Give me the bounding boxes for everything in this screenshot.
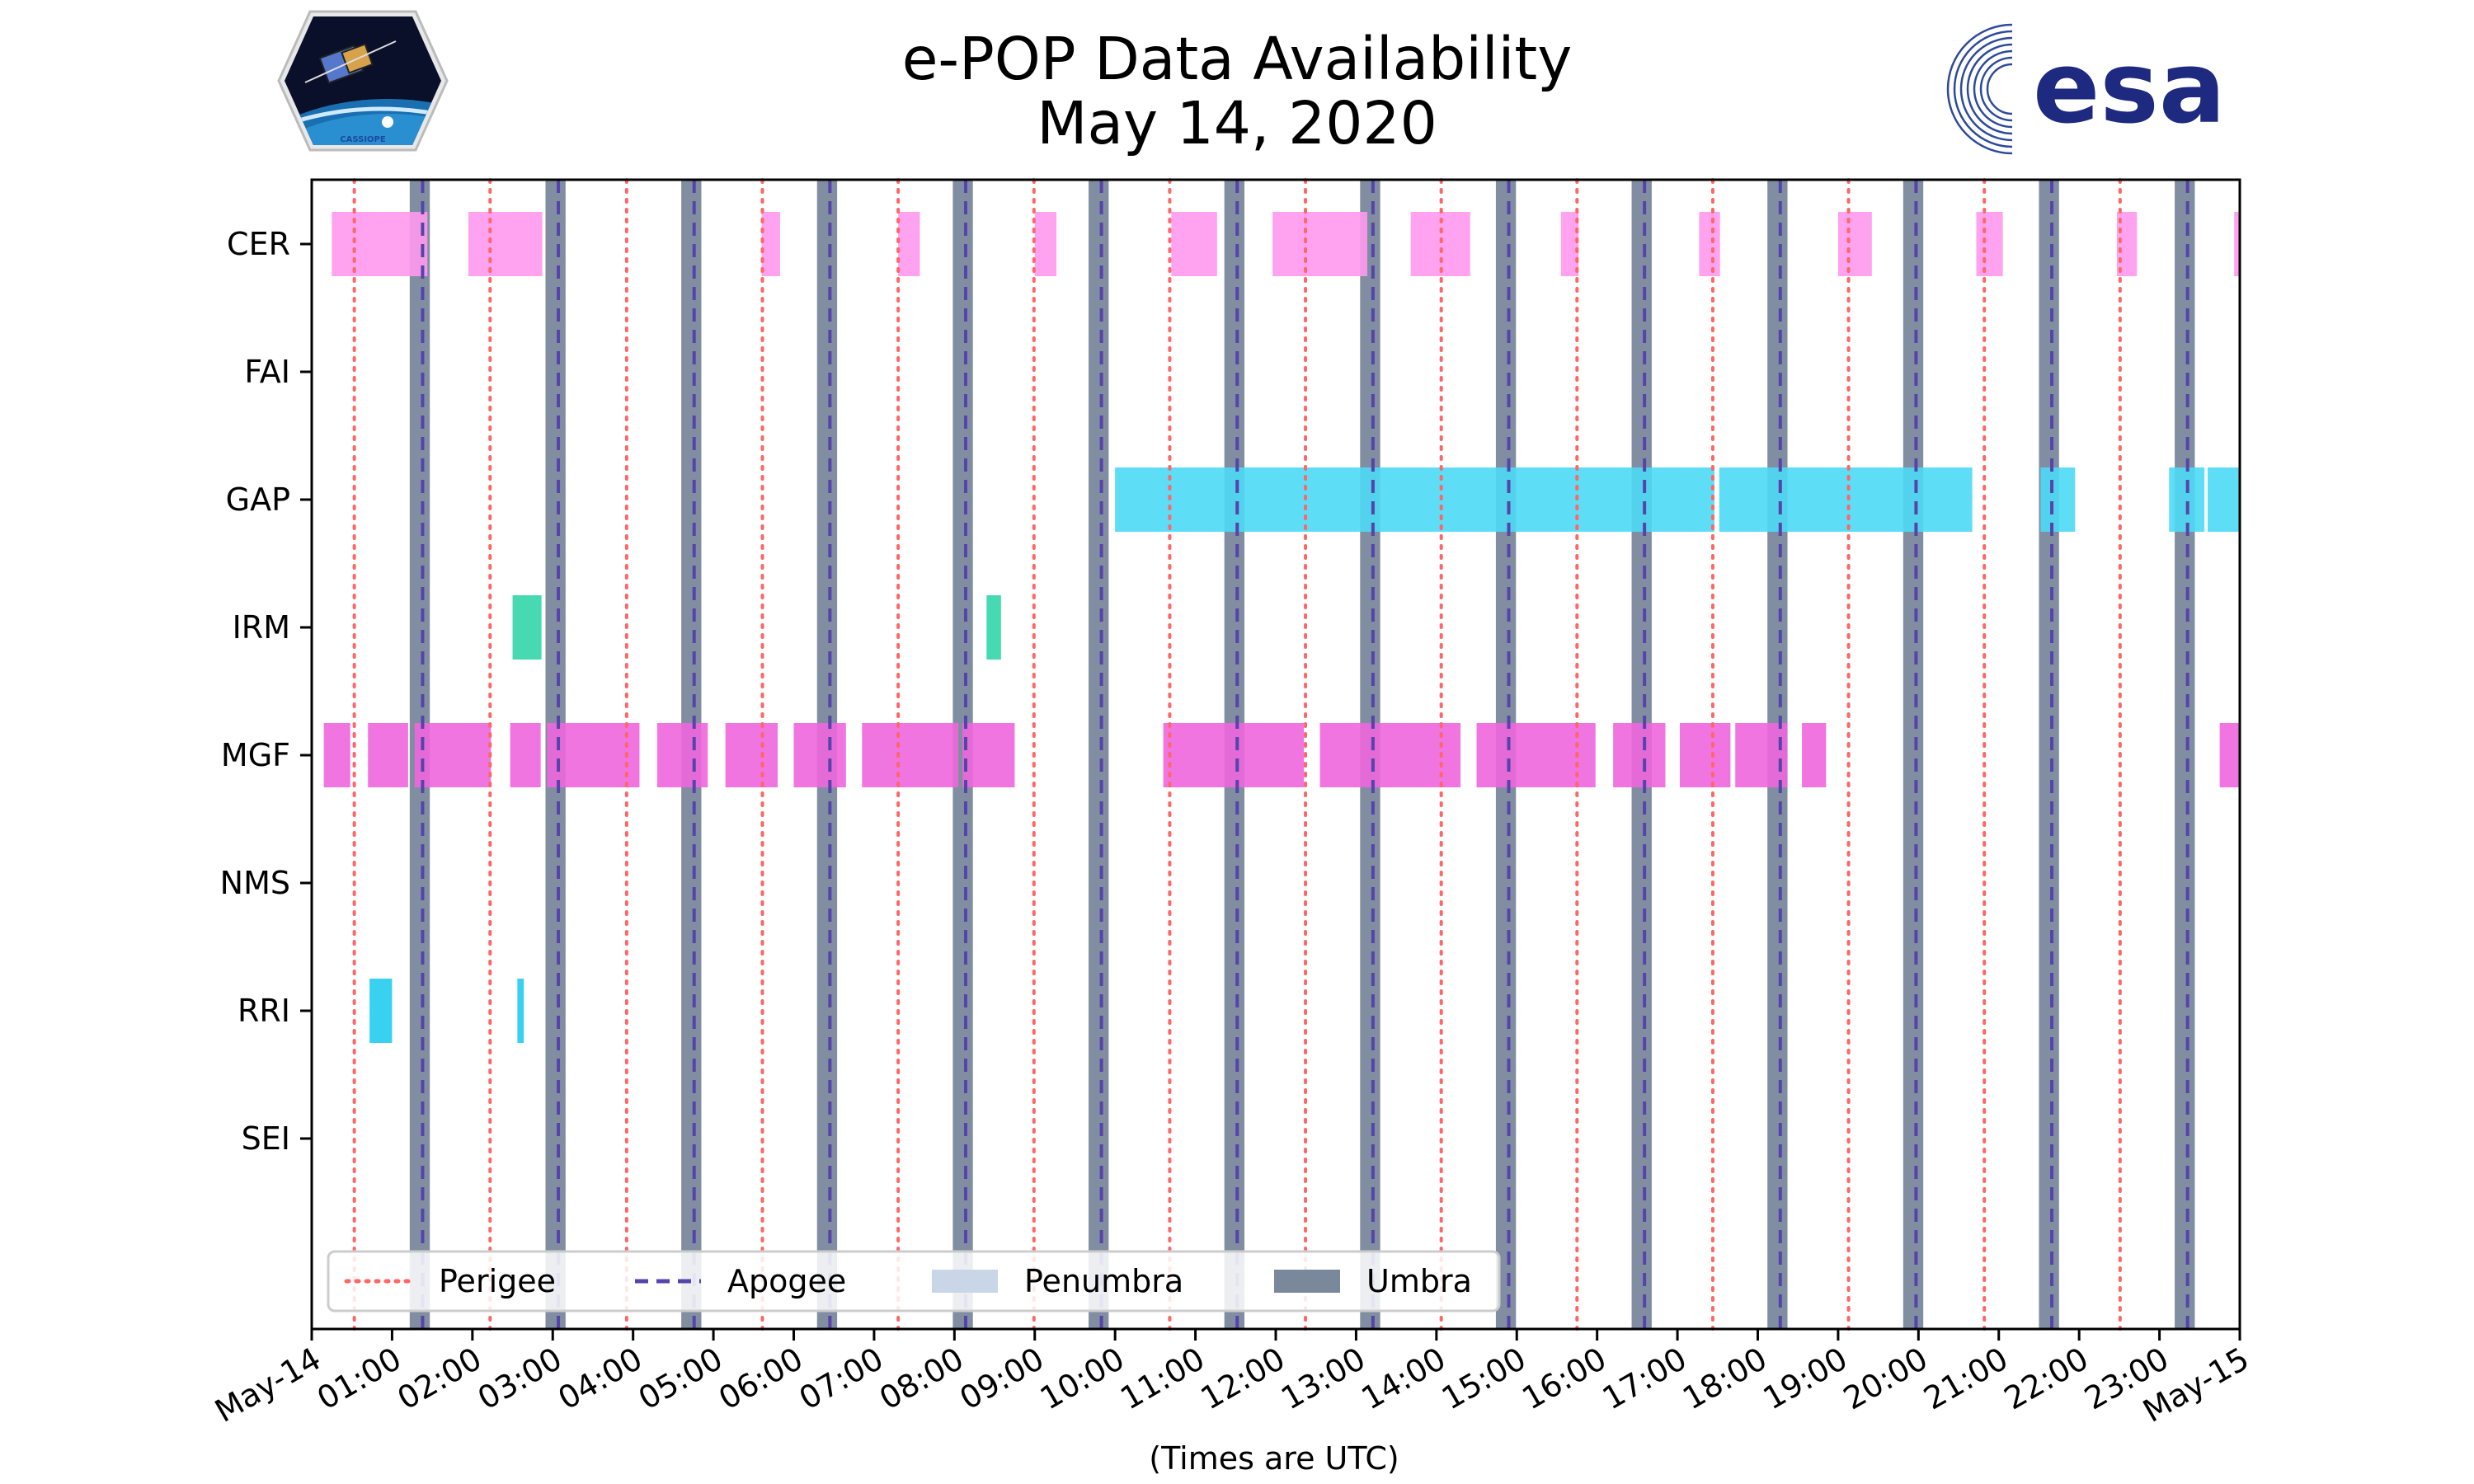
x-tick-label: 22:00: [1998, 1341, 2095, 1417]
legend-umbra-swatch: [1274, 1270, 1340, 1293]
x-tick-label: 04:00: [552, 1341, 648, 1417]
data-bar-cer: [1272, 212, 1368, 276]
x-tick-label: May-14: [209, 1341, 327, 1430]
data-bar-mgf: [547, 723, 640, 787]
x-tick-label: 19:00: [1757, 1341, 1854, 1417]
umbra-band: [1089, 180, 1109, 1329]
data-bar-cer: [1976, 212, 2003, 276]
cassiope-logo-text: CASSIOPE: [340, 135, 386, 144]
x-tick-label: 02:00: [391, 1341, 487, 1417]
data-bar-rri: [369, 979, 393, 1043]
data-bar-mgf: [1735, 723, 1788, 787]
data-bar-cer: [761, 212, 780, 276]
x-tick-label: 14:00: [1355, 1341, 1451, 1417]
chart-subtitle: May 14, 2020: [1037, 89, 1437, 157]
data-bar-gap: [2040, 467, 2076, 532]
legend: Perigee Apogee Penumbra Umbra: [327, 1250, 1501, 1313]
chart-title: e-POP Data Availability: [901, 25, 1573, 93]
x-tick-label: 06:00: [713, 1341, 809, 1417]
legend-item: Perigee: [344, 1263, 556, 1299]
data-bar-mgf: [725, 723, 778, 787]
y-tick-label: FAI: [244, 354, 290, 390]
data-bar-mgf: [510, 723, 541, 787]
x-tick-label: 17:00: [1597, 1341, 1693, 1417]
x-tick-label: 18:00: [1677, 1341, 1773, 1417]
data-bar-gap: [1115, 467, 1714, 532]
esa-logo-text: esa: [2033, 31, 2226, 146]
y-tick-label: RRI: [238, 993, 290, 1029]
x-tick-label: 03:00: [472, 1341, 568, 1417]
data-bar-gap: [2208, 467, 2240, 532]
y-tick-label: CER: [227, 226, 290, 262]
legend-label: Perigee: [439, 1263, 556, 1299]
data-bar-irm: [986, 595, 1001, 660]
umbra-band: [1903, 180, 1924, 1329]
data-bar-rri: [517, 979, 524, 1043]
data-bar-gap: [2169, 467, 2205, 532]
data-bar-cer: [2234, 212, 2240, 276]
data-bar-cer: [1560, 212, 1579, 276]
data-bar-mgf: [414, 723, 492, 787]
legend-label: Umbra: [1366, 1263, 1472, 1299]
esa-logo: esa: [1946, 20, 2226, 160]
data-bar-mgf: [2219, 723, 2240, 787]
data-bar-cer: [898, 212, 920, 276]
x-tick-label: 13:00: [1275, 1341, 1371, 1417]
data-bar-mgf: [1802, 723, 1827, 787]
plot-area: CER FAI GAP IRM MGF NMS RRI SEI May-1401:0002:00…: [209, 178, 2255, 1477]
legend-label: Penumbra: [1024, 1263, 1183, 1299]
x-tick-label: 11:00: [1114, 1341, 1211, 1417]
data-bar-mgf: [962, 723, 1015, 787]
y-tick-label: NMS: [220, 865, 290, 901]
data-bar-mgf: [323, 723, 350, 787]
data-bar-mgf: [1680, 723, 1731, 787]
data-bar-cer: [1171, 212, 1217, 276]
x-tick-label: 21:00: [1917, 1341, 2014, 1417]
x-tick-label: 16:00: [1516, 1341, 1612, 1417]
x-tick-label: 07:00: [793, 1341, 890, 1417]
data-bar-mgf: [368, 723, 408, 787]
x-tick-label: 20:00: [1837, 1341, 1934, 1417]
x-tick-label: 10:00: [1034, 1341, 1131, 1417]
umbra-band: [2175, 180, 2195, 1329]
data-bar-cer: [468, 212, 543, 276]
y-tick-label: MGF: [221, 737, 290, 773]
legend-item: Apogee: [635, 1263, 846, 1299]
x-tick-label: 08:00: [873, 1341, 970, 1417]
data-bar-cer: [1837, 212, 1872, 276]
legend-label: Apogee: [727, 1263, 846, 1299]
satellite-icon: [304, 40, 397, 84]
umbra-band: [2039, 180, 2059, 1329]
x-tick-label: 15:00: [1436, 1341, 1532, 1417]
data-bar-mgf: [1613, 723, 1666, 787]
x-tick-label: 01:00: [311, 1341, 407, 1417]
cassiope-logo: CASSIOPE: [277, 10, 449, 152]
x-tick-label: 05:00: [633, 1341, 729, 1417]
data-bar-cer: [1699, 212, 1720, 276]
x-axis-label: (Times are UTC): [1149, 1440, 1399, 1477]
legend-item: Umbra: [1274, 1263, 1472, 1299]
data-bar-mgf: [1319, 723, 1461, 787]
legend-box: [327, 1250, 1501, 1313]
x-tick-label: 12:00: [1195, 1341, 1291, 1417]
legend-penumbra-swatch: [932, 1270, 998, 1293]
data-bar-cer: [1034, 212, 1057, 276]
legend-item: Penumbra: [932, 1263, 1183, 1299]
data-bar-mgf: [1163, 723, 1305, 787]
y-tick-label: IRM: [233, 609, 290, 646]
data-bar-mgf: [793, 723, 846, 787]
data-bar-cer: [332, 212, 428, 276]
y-tick-label: GAP: [226, 481, 290, 518]
data-bar-mgf: [862, 723, 959, 787]
data-bar-mgf: [656, 723, 708, 787]
x-tick-label: 09:00: [953, 1341, 1050, 1417]
data-bar-gap: [1719, 467, 1973, 532]
data-bar-irm: [512, 595, 542, 660]
y-tick-label: SEI: [242, 1120, 290, 1157]
